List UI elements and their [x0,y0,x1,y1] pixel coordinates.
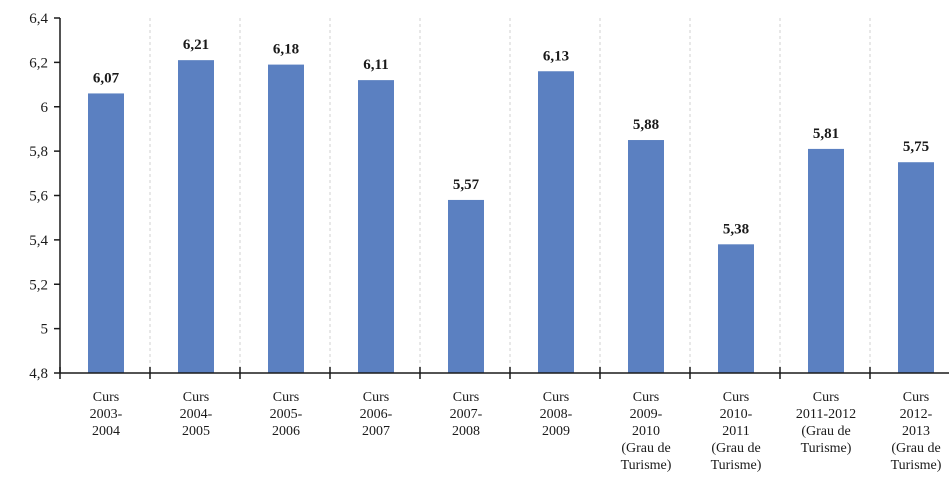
category-label-4-line-1: Curs [363,390,389,405]
category-label-3-line-1: Curs [273,390,299,405]
data-label-3: 6,18 [273,42,299,58]
category-label-2-line-2: 2004- [180,407,213,422]
category-label-6: Curs 2008- 2009 [540,390,573,439]
bar-7 [628,140,664,373]
bar-10 [898,162,934,373]
axes [54,17,949,379]
category-label-8-line-4: (Grau de [711,441,760,456]
category-label-4-line-2: 2006- [360,407,393,422]
category-label-9-line-4: Turisme) [801,441,852,456]
category-label-9-line-3: (Grau de [801,424,850,439]
category-label-10: Curs 2012- 2013 (Grau de Turisme) [891,390,942,473]
category-label-9-line-1: Curs [813,390,839,405]
y-tick-label-3: 5,2 [29,277,48,293]
y-tick-label-5: 5,6 [29,189,48,205]
category-label-7-line-5: Turisme) [621,458,672,473]
category-label-6-line-1: Curs [543,390,569,405]
category-label-1-line-2: 2003- [90,407,123,422]
y-tick-labels: 4,8 5 5,2 5,4 5,6 5,8 6 6,2 6,4 [29,11,48,382]
category-label-7-line-3: 2010 [632,424,660,439]
category-label-8-line-3: 2011 [722,424,749,439]
data-label-10: 5,75 [903,139,929,155]
data-label-8: 5,38 [723,221,749,237]
bar-8 [718,244,754,373]
category-label-3-line-2: 2005- [270,407,303,422]
bar-4 [358,80,394,373]
data-label-5: 5,57 [453,177,480,193]
category-label-6-line-3: 2009 [542,424,570,439]
data-label-6: 6,13 [543,48,569,64]
category-label-9: Curs 2011-2012 (Grau de Turisme) [796,390,856,456]
data-label-7: 5,88 [633,117,659,133]
category-label-10-line-3: 2013 [902,424,930,439]
data-label-1: 6,07 [93,70,120,86]
bar-9 [808,148,844,373]
category-label-1-line-3: 2004 [92,424,120,439]
bar-5 [448,199,484,373]
y-tick-label-1: 4,8 [29,366,48,382]
category-label-3-line-3: 2006 [272,424,300,439]
category-label-10-line-1: Curs [903,390,929,405]
data-labels: 6,07 6,21 6,18 6,11 5,57 6,13 5,88 5,38 5,81 5,75 [93,37,929,237]
grid-lines [149,18,871,373]
category-label-8-line-1: Curs [723,390,749,405]
category-label-3: Curs 2005- 2006 [270,390,303,439]
y-tick-label-6: 5,8 [29,144,48,160]
category-label-1: Curs 2003- 2004 [90,390,123,439]
category-label-5-line-2: 2007- [450,407,483,422]
category-label-2-line-3: 2005 [182,424,210,439]
category-label-6-line-2: 2008- [540,407,573,422]
category-label-2-line-1: Curs [183,390,209,405]
category-label-5-line-3: 2008 [452,424,480,439]
bar-6 [538,71,574,373]
category-label-10-line-4: (Grau de [891,441,940,456]
category-label-1-line-1: Curs [93,390,119,405]
bar-2 [178,60,214,373]
data-label-2: 6,21 [183,37,209,53]
data-label-4: 6,11 [363,57,388,73]
y-tick-label-9: 6,4 [29,11,48,27]
category-label-7: Curs 2009- 2010 (Grau de Turisme) [621,390,672,473]
category-label-5: Curs 2007- 2008 [450,390,483,439]
y-tick-label-8: 6,2 [29,55,48,71]
category-label-5-line-1: Curs [453,390,479,405]
y-tick-label-2: 5 [41,322,49,338]
bar-3 [268,64,304,373]
y-tick-label-4: 5,4 [29,233,48,249]
data-label-9: 5,81 [813,126,839,142]
category-label-8-line-5: Turisme) [711,458,762,473]
category-label-7-line-2: 2009- [630,407,663,422]
category-label-7-line-4: (Grau de [621,441,670,456]
category-label-4-line-3: 2007 [362,424,390,439]
category-label-2: Curs 2004- 2005 [180,390,213,439]
category-label-10-line-5: Turisme) [891,458,942,473]
bars [88,60,934,373]
category-label-7-line-1: Curs [633,390,659,405]
category-label-8: Curs 2010- 2011 (Grau de Turisme) [711,390,762,473]
category-label-9-line-2: 2011-2012 [796,407,856,422]
category-label-4: Curs 2006- 2007 [360,390,393,439]
y-tick-label-7: 6 [41,100,49,116]
category-label-8-line-2: 2010- [720,407,753,422]
category-label-10-line-2: 2012- [900,407,933,422]
bar-1 [88,93,124,373]
